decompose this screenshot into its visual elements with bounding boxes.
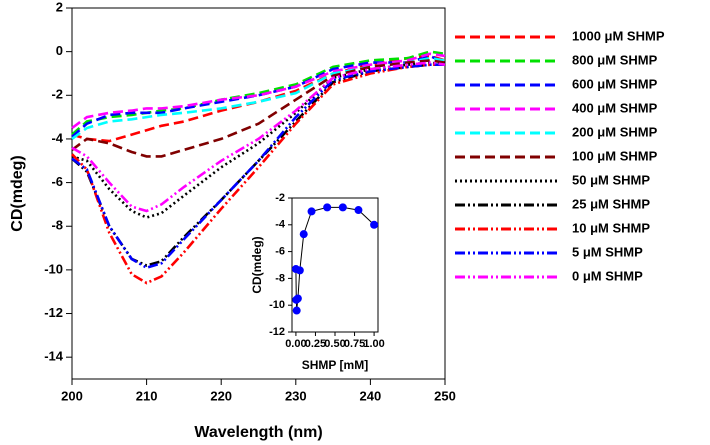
legend-label: 10 μM SHMP: [572, 220, 650, 235]
x-tick-label: 0.25: [305, 338, 326, 350]
data-point: [292, 306, 301, 315]
legend-label: 50 μM SHMP: [572, 172, 650, 187]
data-point: [293, 294, 302, 303]
data-line: [71, 54, 446, 143]
y-tick-label: -12: [44, 305, 63, 320]
x-tick-label: 220: [210, 388, 232, 403]
x-tick-label: 0.00: [285, 338, 306, 350]
y-axis-title: CD(mdeg): [9, 155, 26, 231]
legend-label: 600 μM SHMP: [572, 76, 658, 91]
plot-frame: [71, 7, 446, 380]
x-tick-label: 230: [285, 388, 307, 403]
y-tick-label: 2: [56, 0, 63, 14]
main-chart: 200 210 220 230 240 250 -14 -12 -10 -8 -6 -4 -2 0 2 Wav…: [9, 0, 665, 441]
data-point: [354, 206, 363, 215]
y-tick-label: -12: [269, 326, 285, 338]
data-line: [71, 63, 445, 270]
x-tick-label: 0.50: [324, 338, 345, 350]
x-tick-label: 1.00: [363, 338, 384, 350]
legend-label: 1000 μM SHMP: [572, 28, 665, 43]
x-tick-label: 200: [61, 388, 83, 403]
legend-label: 100 μM SHMP: [572, 148, 658, 163]
data-point: [338, 203, 347, 212]
y-tick-label: -8: [51, 218, 63, 233]
x-axis-title: SHMP [mM]: [302, 358, 368, 372]
legend-label: 0 μM SHMP: [572, 268, 643, 283]
y-tick-label: -6: [51, 174, 63, 189]
data-line: [71, 52, 446, 130]
y-tick-label: -2: [275, 192, 285, 204]
y-tick-label: -10: [44, 261, 63, 276]
legend-label: 400 μM SHMP: [572, 100, 658, 115]
inset-chart: 0.000.250.500.751.00 -12 -10 -8 -6 -4 -2 SHMP […: [250, 192, 385, 372]
data-line: [71, 61, 446, 213]
data-point: [323, 203, 332, 212]
y-tick-label: -6: [275, 246, 285, 258]
data-point: [370, 220, 379, 229]
data-line: [71, 50, 446, 136]
data-point: [299, 230, 308, 239]
y-tick-label: -4: [275, 219, 286, 231]
y-tick-label: 0: [56, 43, 63, 58]
x-tick-label: 0.75: [344, 338, 365, 350]
y-tick-label: -2: [51, 87, 63, 102]
data-point: [295, 266, 304, 275]
data-line: [71, 63, 445, 267]
data-point: [307, 207, 316, 216]
legend-label: 25 μM SHMP: [572, 196, 650, 211]
x-tick-label: 250: [434, 388, 456, 403]
y-tick-label: -14: [44, 349, 64, 364]
data-line: [71, 59, 446, 158]
y-axis-title: CD(mdeg): [250, 236, 264, 293]
y-tick-label: -4: [51, 130, 63, 145]
x-axis-title: Wavelength (nm): [194, 424, 322, 441]
x-tick-label: 210: [136, 388, 158, 403]
inset-background: [292, 198, 378, 332]
y-tick-label: -8: [275, 272, 285, 284]
legend-label: 5 μM SHMP: [572, 244, 643, 259]
legend-label: 200 μM SHMP: [572, 124, 658, 139]
legend-label: 800 μM SHMP: [572, 52, 658, 67]
x-tick-label: 240: [360, 388, 382, 403]
y-tick-label: -10: [269, 299, 285, 311]
